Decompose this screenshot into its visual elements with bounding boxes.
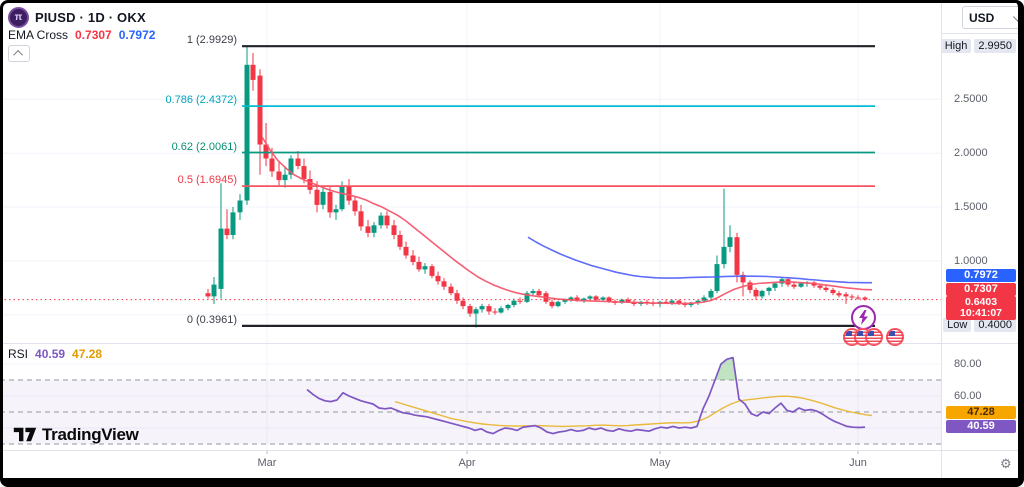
collapse-legend-button[interactable] [8,45,30,62]
low-value: 0.4000 [974,318,1016,332]
rsi-ma-chip: 47.28 [946,406,1016,419]
price-tick: 2.5000 [954,93,988,106]
rsi-tick: 60.00 [954,390,982,402]
currency-label: USD [969,10,995,25]
fib-label-1: 1 (2.9929) [186,34,237,47]
tradingview-watermark: TradingView [13,424,139,445]
indicator-name: EMA Cross [8,28,69,42]
time-label-mar: Mar [257,457,277,469]
rsi-ma-value: 47.28 [72,347,103,361]
time-label-may: May [649,457,671,469]
indicator-legend[interactable]: EMA Cross 0.7307 0.7972 [8,28,155,42]
gear-icon[interactable]: ⚙ [1000,456,1012,471]
high-price-row: High 2.9950 [940,39,1016,53]
rsi-name: RSI [8,347,29,361]
rsi-tick: 80.00 [954,358,982,370]
axis-header-divider [941,33,1024,34]
symbol-logo-icon: π [8,7,29,28]
rsi-legend[interactable]: RSI 40.59 47.28 [8,347,102,361]
flag-icon [865,328,883,346]
fib-label-0: 0 (0.3961) [186,313,237,326]
time-label-apr: Apr [458,457,476,469]
currency-dropdown[interactable]: USD [962,6,1024,29]
ema-slow-price-chip: 0.7972 [946,269,1016,282]
high-value: 2.9950 [974,39,1016,53]
lightning-glyph [859,310,868,325]
last-price-chip: 0.6403 10:41:07 [946,296,1016,320]
fib-label-0.5: 0.5 (1.6945) [177,174,237,187]
low-label: Low [943,318,972,332]
fib-label-0.62: 0.62 (2.0061) [171,140,237,153]
rsi-value: 40.59 [35,347,66,361]
ema-fast-value: 0.7307 [75,28,112,42]
high-label: High [940,39,972,53]
tradingview-logo-icon [13,427,37,442]
fib-label-0.786: 0.786 (2.4372) [165,94,237,107]
flag-emoji-markers[interactable] [843,328,904,346]
chevron-down-icon [1012,11,1023,22]
price-tick: 2.0000 [954,147,988,160]
symbol-title: PIUSD · 1D · OKX [35,10,146,25]
low-price-row: Low 0.4000 [943,318,1016,332]
price-axis-divider[interactable] [941,0,942,478]
ema-slow-value: 0.7972 [118,28,156,42]
symbol-legend[interactable]: π PIUSD · 1D · OKX [8,7,146,28]
chevron-up-icon [12,49,23,60]
bar-countdown: 10:41:07 [959,307,1003,319]
time-label-jun: Jun [849,457,867,469]
flag-icon [886,328,904,346]
watermark-text: TradingView [42,424,139,444]
price-tick: 1.5000 [954,201,988,213]
pane-divider[interactable] [0,343,1018,344]
price-tick: 1.0000 [954,254,988,267]
last-price-value: 0.6403 [964,296,998,308]
time-axis-divider[interactable] [0,450,1018,451]
lightning-marker-icon[interactable] [851,305,876,330]
ema-fast-price-chip: 0.7307 [946,283,1016,296]
rsi-value-chip: 40.59 [946,420,1016,433]
